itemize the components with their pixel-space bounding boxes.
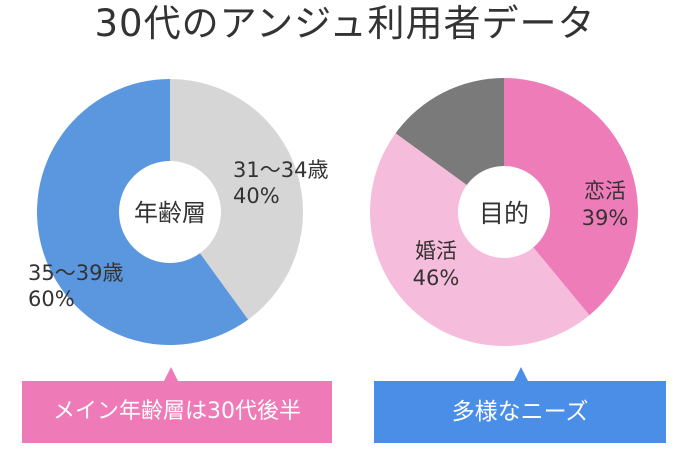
page-title: 30代のアンジュ利用者データ bbox=[94, 2, 596, 45]
purpose-pie-center bbox=[458, 166, 550, 258]
slice-value-31-34: 40% bbox=[233, 184, 280, 208]
slice-label-love: 恋活 bbox=[584, 179, 626, 203]
slice-value-love: 39% bbox=[582, 206, 629, 230]
callout-pointer-left bbox=[164, 367, 178, 381]
callout-main-age: メイン年齢層は30代後半 bbox=[22, 381, 332, 443]
purpose-center-label: 目的 bbox=[479, 199, 529, 228]
callout-diverse-needs: 多様なニーズ bbox=[374, 381, 666, 443]
slice-label-31-34: 31～34歳 bbox=[233, 158, 328, 182]
age-center-label: 年齢層 bbox=[134, 199, 206, 227]
slice-value-35-39: 60% bbox=[28, 287, 75, 311]
callout-pointer-right bbox=[514, 367, 528, 381]
age-slice-0 bbox=[170, 79, 304, 320]
age-pie-center bbox=[119, 161, 221, 263]
slice-label-marriage: 婚活 bbox=[415, 239, 457, 263]
slice-label-35-39: 35～39歳 bbox=[28, 261, 123, 285]
purpose-slice-0 bbox=[504, 78, 639, 316]
slice-value-marriage: 46% bbox=[413, 266, 460, 290]
